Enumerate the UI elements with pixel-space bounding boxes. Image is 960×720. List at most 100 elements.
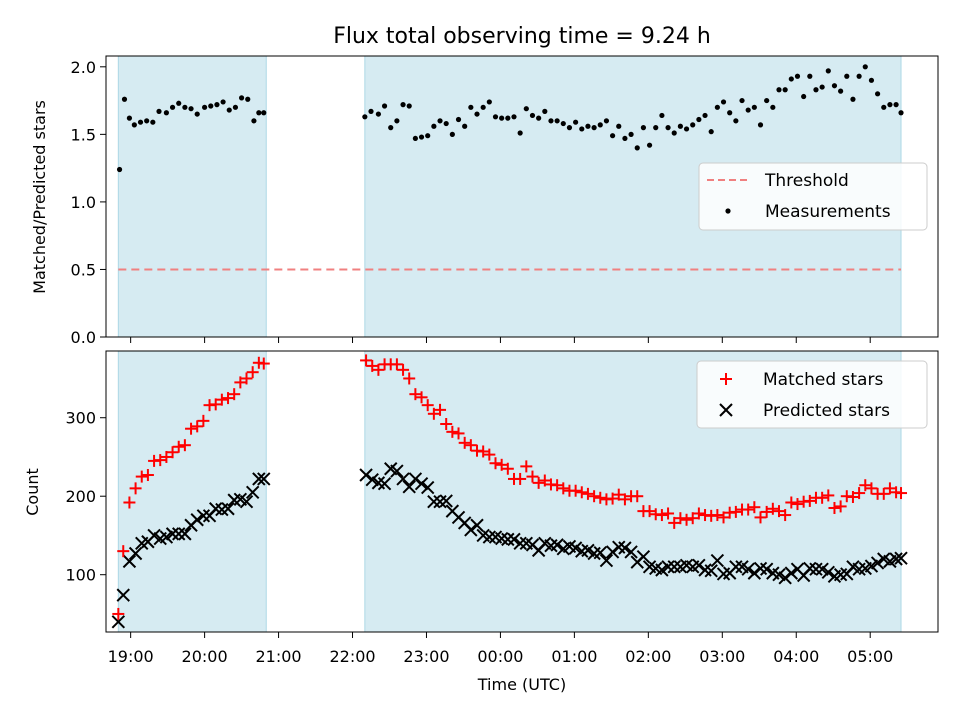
- matched-star-point: [588, 490, 601, 503]
- measurement-point: [517, 130, 523, 136]
- x-tick-label: 23:00: [403, 647, 449, 666]
- measurement-point: [375, 111, 382, 117]
- predicted-star-point: [128, 546, 143, 561]
- predicted-star-point: [377, 476, 392, 491]
- measurement-point: [708, 129, 714, 135]
- measurement-point: [388, 125, 394, 131]
- measurement-point: [868, 77, 875, 83]
- legend-predicted-swatch: [719, 403, 733, 417]
- legend-threshold-label: Threshold: [764, 171, 849, 191]
- matched-star-point: [464, 439, 477, 452]
- measurement-point: [696, 116, 702, 123]
- predicted-star-point: [165, 527, 180, 541]
- y-tick-label: 1.0: [71, 193, 96, 212]
- predicted-star-point: [390, 464, 404, 478]
- measurement-point: [887, 102, 893, 108]
- predicted-star-point: [741, 562, 755, 576]
- predicted-star-point: [692, 558, 706, 572]
- measurement-point: [628, 131, 634, 137]
- measurement-point: [844, 73, 850, 79]
- predicted-star-point: [550, 538, 564, 552]
- measurement-point: [862, 64, 868, 70]
- measurement-point: [137, 119, 144, 125]
- measurement-point: [381, 103, 388, 109]
- matched-star-point: [495, 458, 508, 471]
- matched-star-point: [403, 372, 416, 385]
- matched-star-point: [717, 511, 730, 524]
- measurement-point: [468, 104, 474, 110]
- matched-star-point: [772, 505, 785, 518]
- measurement-point: [449, 131, 455, 137]
- predicted-star-point: [427, 494, 441, 509]
- matched-star-point: [434, 403, 447, 416]
- measurement-point: [819, 84, 825, 90]
- matched-star-point: [458, 436, 471, 449]
- predicted-star-point: [408, 472, 423, 486]
- measurement-point: [856, 73, 862, 79]
- matched-star-point: [228, 388, 241, 401]
- measurement-point: [362, 114, 368, 120]
- x-axis-label: Time (UTC): [477, 675, 566, 694]
- measurement-point: [188, 106, 194, 112]
- matched-star-point: [452, 427, 465, 440]
- measurement-point: [690, 122, 696, 128]
- bottom-x-ticks: 19:00 20:00 21:00 22:00 23:00 00:00 01:00 02:00…: [108, 632, 893, 666]
- matched-star-point: [711, 509, 724, 522]
- measurement-point: [782, 87, 788, 93]
- measurement-point: [194, 111, 200, 117]
- x-tick-label: 21:00: [256, 647, 302, 666]
- matched-star-point: [557, 482, 570, 495]
- measurement-point: [261, 110, 267, 116]
- measurement-point: [665, 125, 671, 131]
- measurement-point: [511, 114, 517, 120]
- legend-predicted-label: Predicted stars: [763, 401, 890, 421]
- predicted-star-point: [196, 509, 211, 523]
- predicted-star-point: [396, 472, 410, 486]
- measurement-point: [764, 97, 770, 104]
- y-tick-label: 100: [65, 566, 96, 585]
- matched-star-point: [816, 491, 829, 504]
- measurement-point: [776, 87, 782, 93]
- matched-star-point: [581, 487, 594, 500]
- matched-star-point: [172, 440, 185, 453]
- measurement-point: [126, 115, 133, 121]
- measurement-point: [394, 118, 400, 124]
- measurement-point: [156, 108, 162, 114]
- matched-star-point: [166, 446, 179, 459]
- measurement-point: [653, 125, 659, 131]
- measurement-point: [214, 102, 220, 108]
- top-legend: Threshold Measurements: [698, 162, 928, 231]
- matched-star-point: [372, 363, 385, 376]
- predicted-star-point: [439, 494, 453, 508]
- y-tick-label: 0.5: [71, 260, 96, 279]
- matched-star-point: [631, 490, 644, 503]
- measurement-point: [455, 116, 462, 123]
- measurement-point: [751, 104, 757, 110]
- measurement-point: [898, 110, 904, 116]
- predicted-star-point: [239, 494, 254, 509]
- predicted-star-point: [821, 565, 836, 580]
- measurement-point: [893, 102, 899, 108]
- matched-star-point: [240, 372, 253, 385]
- matched-star-point: [828, 501, 841, 514]
- measurement-point: [418, 134, 425, 140]
- measurement-point: [144, 118, 150, 124]
- bottom-y-ticks: 100 200 300: [65, 409, 106, 585]
- measurements-series: [116, 64, 904, 173]
- predicted-star-point: [513, 536, 527, 551]
- measurement-point: [788, 76, 794, 82]
- measurement-point: [163, 110, 169, 116]
- measurement-point: [256, 110, 262, 116]
- predicted-star-point: [661, 560, 675, 574]
- measurement-point: [220, 99, 226, 105]
- matched-star-point: [477, 445, 490, 458]
- measurement-point: [875, 91, 881, 97]
- matched-star-point: [532, 476, 545, 489]
- measurement-point: [226, 107, 232, 113]
- matched-star-point: [154, 454, 167, 467]
- measurement-point: [232, 104, 239, 110]
- matched-star-point: [859, 479, 872, 492]
- measurement-point: [702, 112, 708, 119]
- measurement-point: [733, 118, 739, 124]
- predicted-star-point: [252, 472, 266, 486]
